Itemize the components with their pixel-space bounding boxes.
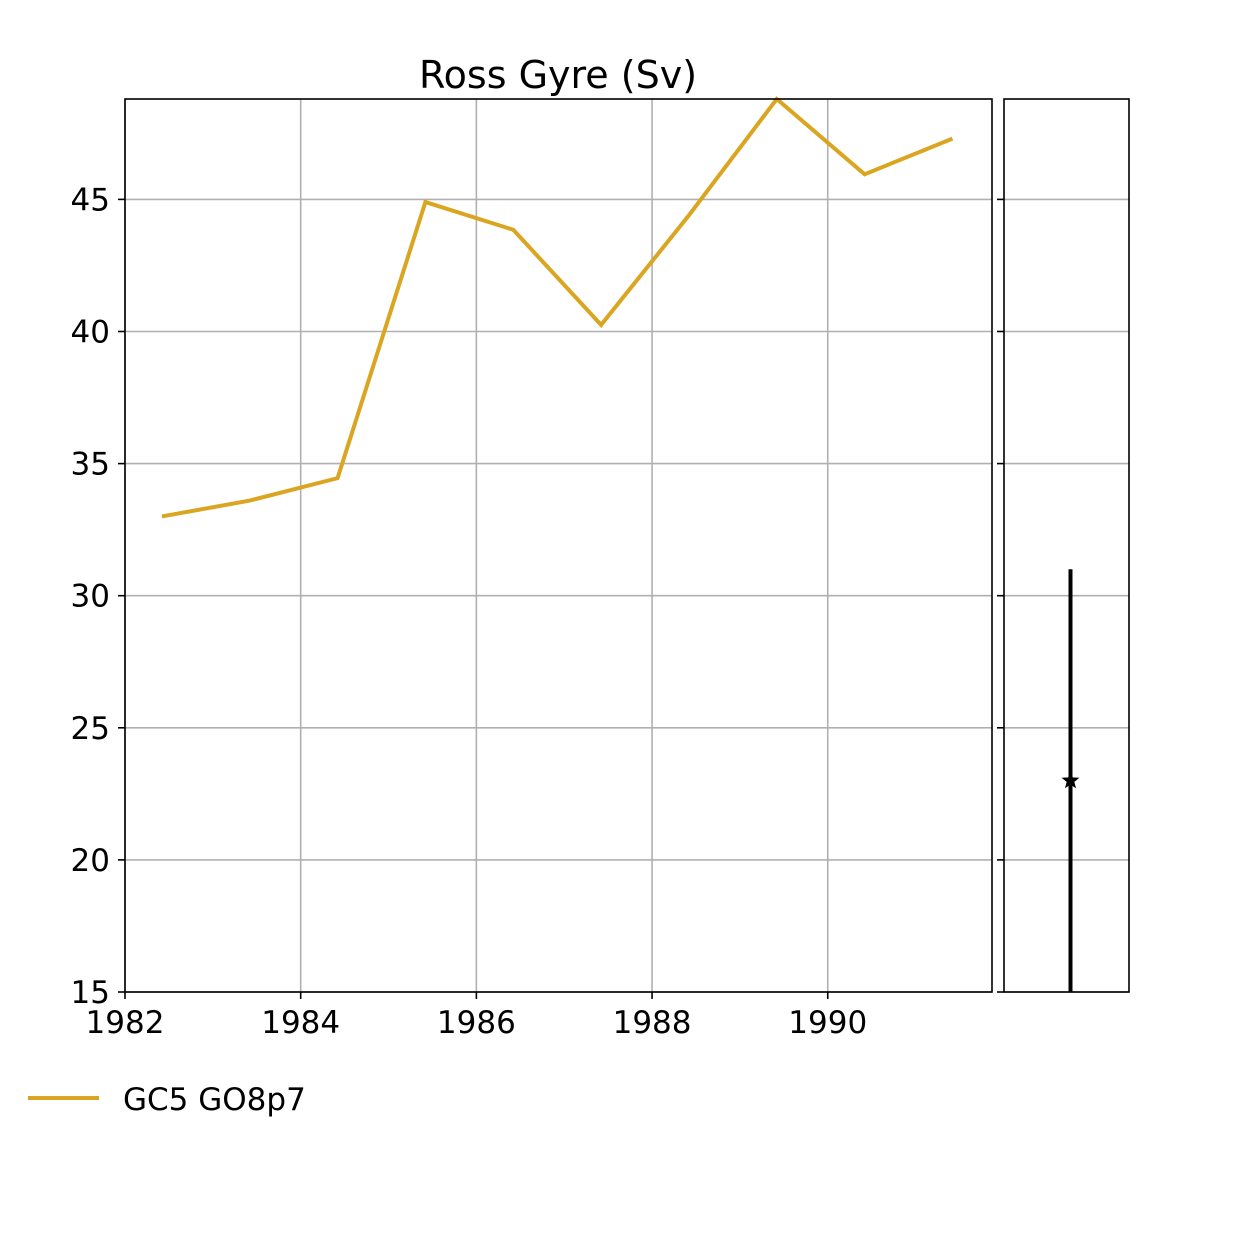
- chart-title: Ross Gyre (Sv): [419, 53, 697, 97]
- x-tick-label: 1990: [788, 1005, 867, 1041]
- x-tick-label: 1984: [261, 1005, 340, 1041]
- y-tick-label: 20: [71, 843, 110, 879]
- x-tick-label: 1986: [437, 1005, 516, 1041]
- x-tick-label: 1982: [86, 1005, 165, 1041]
- y-tick-label: 30: [71, 579, 110, 615]
- x-tick-label: 1988: [613, 1005, 692, 1041]
- legend-label: GC5 GO8p7: [123, 1082, 306, 1118]
- y-tick-label: 40: [71, 314, 110, 350]
- y-tick-label: 45: [71, 182, 110, 218]
- y-tick-label: 35: [71, 447, 110, 483]
- y-tick-label: 25: [71, 711, 110, 747]
